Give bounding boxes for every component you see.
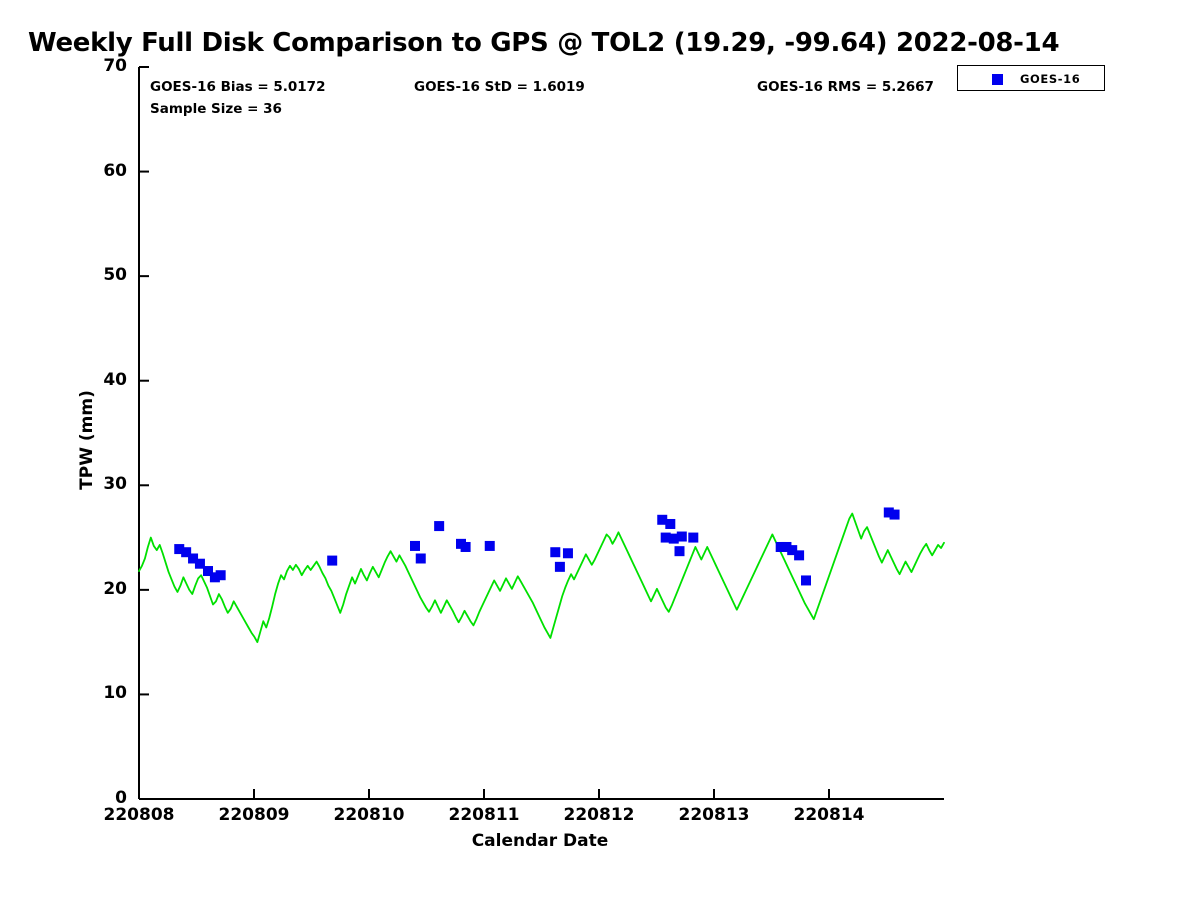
scatter-marker	[676, 531, 687, 542]
x-tick-label: 220814	[793, 805, 865, 825]
scatter-marker	[660, 532, 671, 543]
y-tick-label: 50	[103, 265, 127, 286]
scatter-marker	[203, 566, 213, 577]
scatter-marker	[188, 553, 199, 564]
scatter-marker	[883, 507, 894, 518]
y-tick-label: 10	[103, 683, 127, 704]
y-tick-label: 60	[103, 160, 127, 181]
scatter-marker	[562, 548, 573, 559]
scatter-marker	[775, 541, 786, 552]
x-tick-label: 220810	[333, 805, 405, 825]
scatter-marker	[194, 558, 205, 569]
scatter-marker	[550, 547, 561, 558]
scatter-marker	[209, 572, 220, 583]
scatter-marker	[181, 547, 192, 558]
page-title: Weekly Full Disk Comparison to GPS @ TOL…	[28, 28, 1060, 58]
scatter-marker	[554, 561, 565, 572]
scatter-marker	[688, 532, 699, 543]
scatter-marker	[668, 533, 679, 544]
scatter-marker	[215, 570, 226, 581]
scatter-marker	[781, 541, 792, 552]
scatter-marker	[174, 544, 185, 555]
x-tick-label: 220811	[448, 805, 520, 825]
y-tick-label: 30	[103, 474, 127, 495]
y-tick-label: 70	[103, 56, 127, 76]
scatter-marker	[801, 575, 811, 586]
axes	[138, 66, 944, 800]
legend: GOES-16	[957, 65, 1105, 91]
x-tick-label: 220808	[103, 805, 175, 825]
scatter-marker	[460, 541, 471, 552]
scatter-marker	[415, 553, 426, 564]
scatter-marker	[794, 550, 805, 561]
scatter-marker	[787, 545, 798, 556]
stat-bias: GOES-16 Bias = 5.0172	[150, 79, 326, 95]
scatter-marker	[665, 518, 676, 529]
y-tick-label: 40	[103, 369, 127, 390]
scatter-marker	[434, 521, 445, 532]
scatter-marker	[889, 509, 900, 520]
scatter-marker	[674, 546, 685, 557]
goes16-scatter-series	[174, 507, 900, 586]
scatter-marker	[410, 540, 420, 551]
x-tick-label: 220809	[218, 805, 290, 825]
y-axis-label: TPW (mm)	[77, 390, 97, 490]
y-tick-label: 20	[103, 578, 127, 599]
legend-swatch-goes16	[992, 74, 1003, 85]
scatter-marker	[484, 540, 495, 551]
legend-label-goes16: GOES-16	[1020, 72, 1081, 86]
scatter-marker	[327, 555, 338, 566]
stat-sample-size: Sample Size = 36	[150, 101, 282, 117]
stat-std: GOES-16 StD = 1.6019	[414, 79, 585, 95]
y-tick-label: 0	[115, 788, 127, 808]
scatter-marker	[657, 514, 668, 525]
x-tick-label: 220812	[563, 805, 635, 825]
gps-line-series	[138, 512, 945, 644]
x-axis-label: Calendar Date	[471, 831, 609, 851]
stat-rms: GOES-16 RMS = 5.2667	[757, 79, 934, 95]
x-tick-label: 220813	[678, 805, 750, 825]
